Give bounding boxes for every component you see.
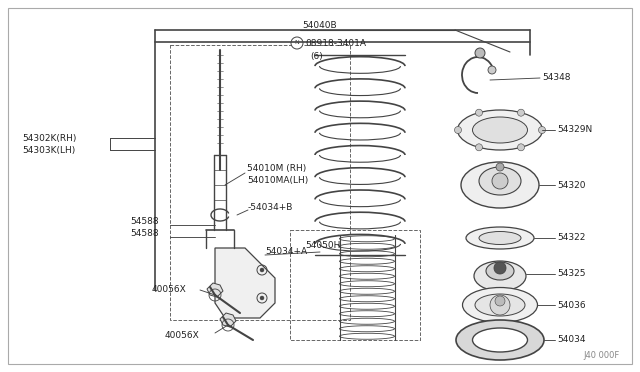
Text: 54010MA(LH): 54010MA(LH) <box>247 176 308 185</box>
Text: 54010M (RH): 54010M (RH) <box>247 164 307 173</box>
Circle shape <box>476 144 483 151</box>
Ellipse shape <box>486 262 514 280</box>
Ellipse shape <box>474 261 526 291</box>
Ellipse shape <box>466 227 534 249</box>
Polygon shape <box>220 313 236 327</box>
Ellipse shape <box>463 288 538 323</box>
Ellipse shape <box>479 167 521 195</box>
Text: 54303K(LH): 54303K(LH) <box>22 145 76 154</box>
Circle shape <box>538 126 545 134</box>
Circle shape <box>454 126 461 134</box>
Circle shape <box>291 37 303 49</box>
Circle shape <box>496 163 504 171</box>
Circle shape <box>518 144 525 151</box>
Ellipse shape <box>458 110 543 150</box>
Text: N: N <box>294 41 300 45</box>
Text: J40 000F: J40 000F <box>584 351 620 360</box>
Text: 54034+A: 54034+A <box>265 247 307 257</box>
Text: 08918-3401A: 08918-3401A <box>305 38 366 48</box>
Circle shape <box>476 109 483 116</box>
Text: 54050H: 54050H <box>305 241 340 250</box>
Circle shape <box>518 109 525 116</box>
Bar <box>170 45 350 320</box>
Text: 54588: 54588 <box>130 230 159 238</box>
Text: 40056X: 40056X <box>152 285 187 295</box>
Text: 54040B: 54040B <box>302 22 337 31</box>
Text: 54320: 54320 <box>557 180 586 189</box>
Circle shape <box>260 296 264 300</box>
Text: 40056X: 40056X <box>165 331 200 340</box>
Text: 54036: 54036 <box>557 301 586 310</box>
Ellipse shape <box>472 328 527 352</box>
Ellipse shape <box>472 117 527 143</box>
Text: (6): (6) <box>310 51 323 61</box>
Circle shape <box>490 295 510 315</box>
Circle shape <box>260 268 264 272</box>
Text: 54034: 54034 <box>557 336 586 344</box>
Bar <box>290 230 420 340</box>
Circle shape <box>475 48 485 58</box>
Text: 54302K(RH): 54302K(RH) <box>22 134 76 142</box>
Circle shape <box>494 262 506 274</box>
Ellipse shape <box>456 320 544 360</box>
Text: 54329N: 54329N <box>557 125 592 135</box>
Circle shape <box>488 66 496 74</box>
Text: 54322: 54322 <box>557 234 586 243</box>
Circle shape <box>495 296 505 306</box>
Ellipse shape <box>475 294 525 316</box>
Text: 54588: 54588 <box>130 218 159 227</box>
Text: 54325: 54325 <box>557 269 586 279</box>
Polygon shape <box>207 283 223 297</box>
Text: 54348: 54348 <box>542 74 570 83</box>
Circle shape <box>492 173 508 189</box>
Polygon shape <box>215 248 275 318</box>
Text: -54034+B: -54034+B <box>248 202 293 212</box>
Ellipse shape <box>461 162 539 208</box>
Ellipse shape <box>479 231 521 244</box>
